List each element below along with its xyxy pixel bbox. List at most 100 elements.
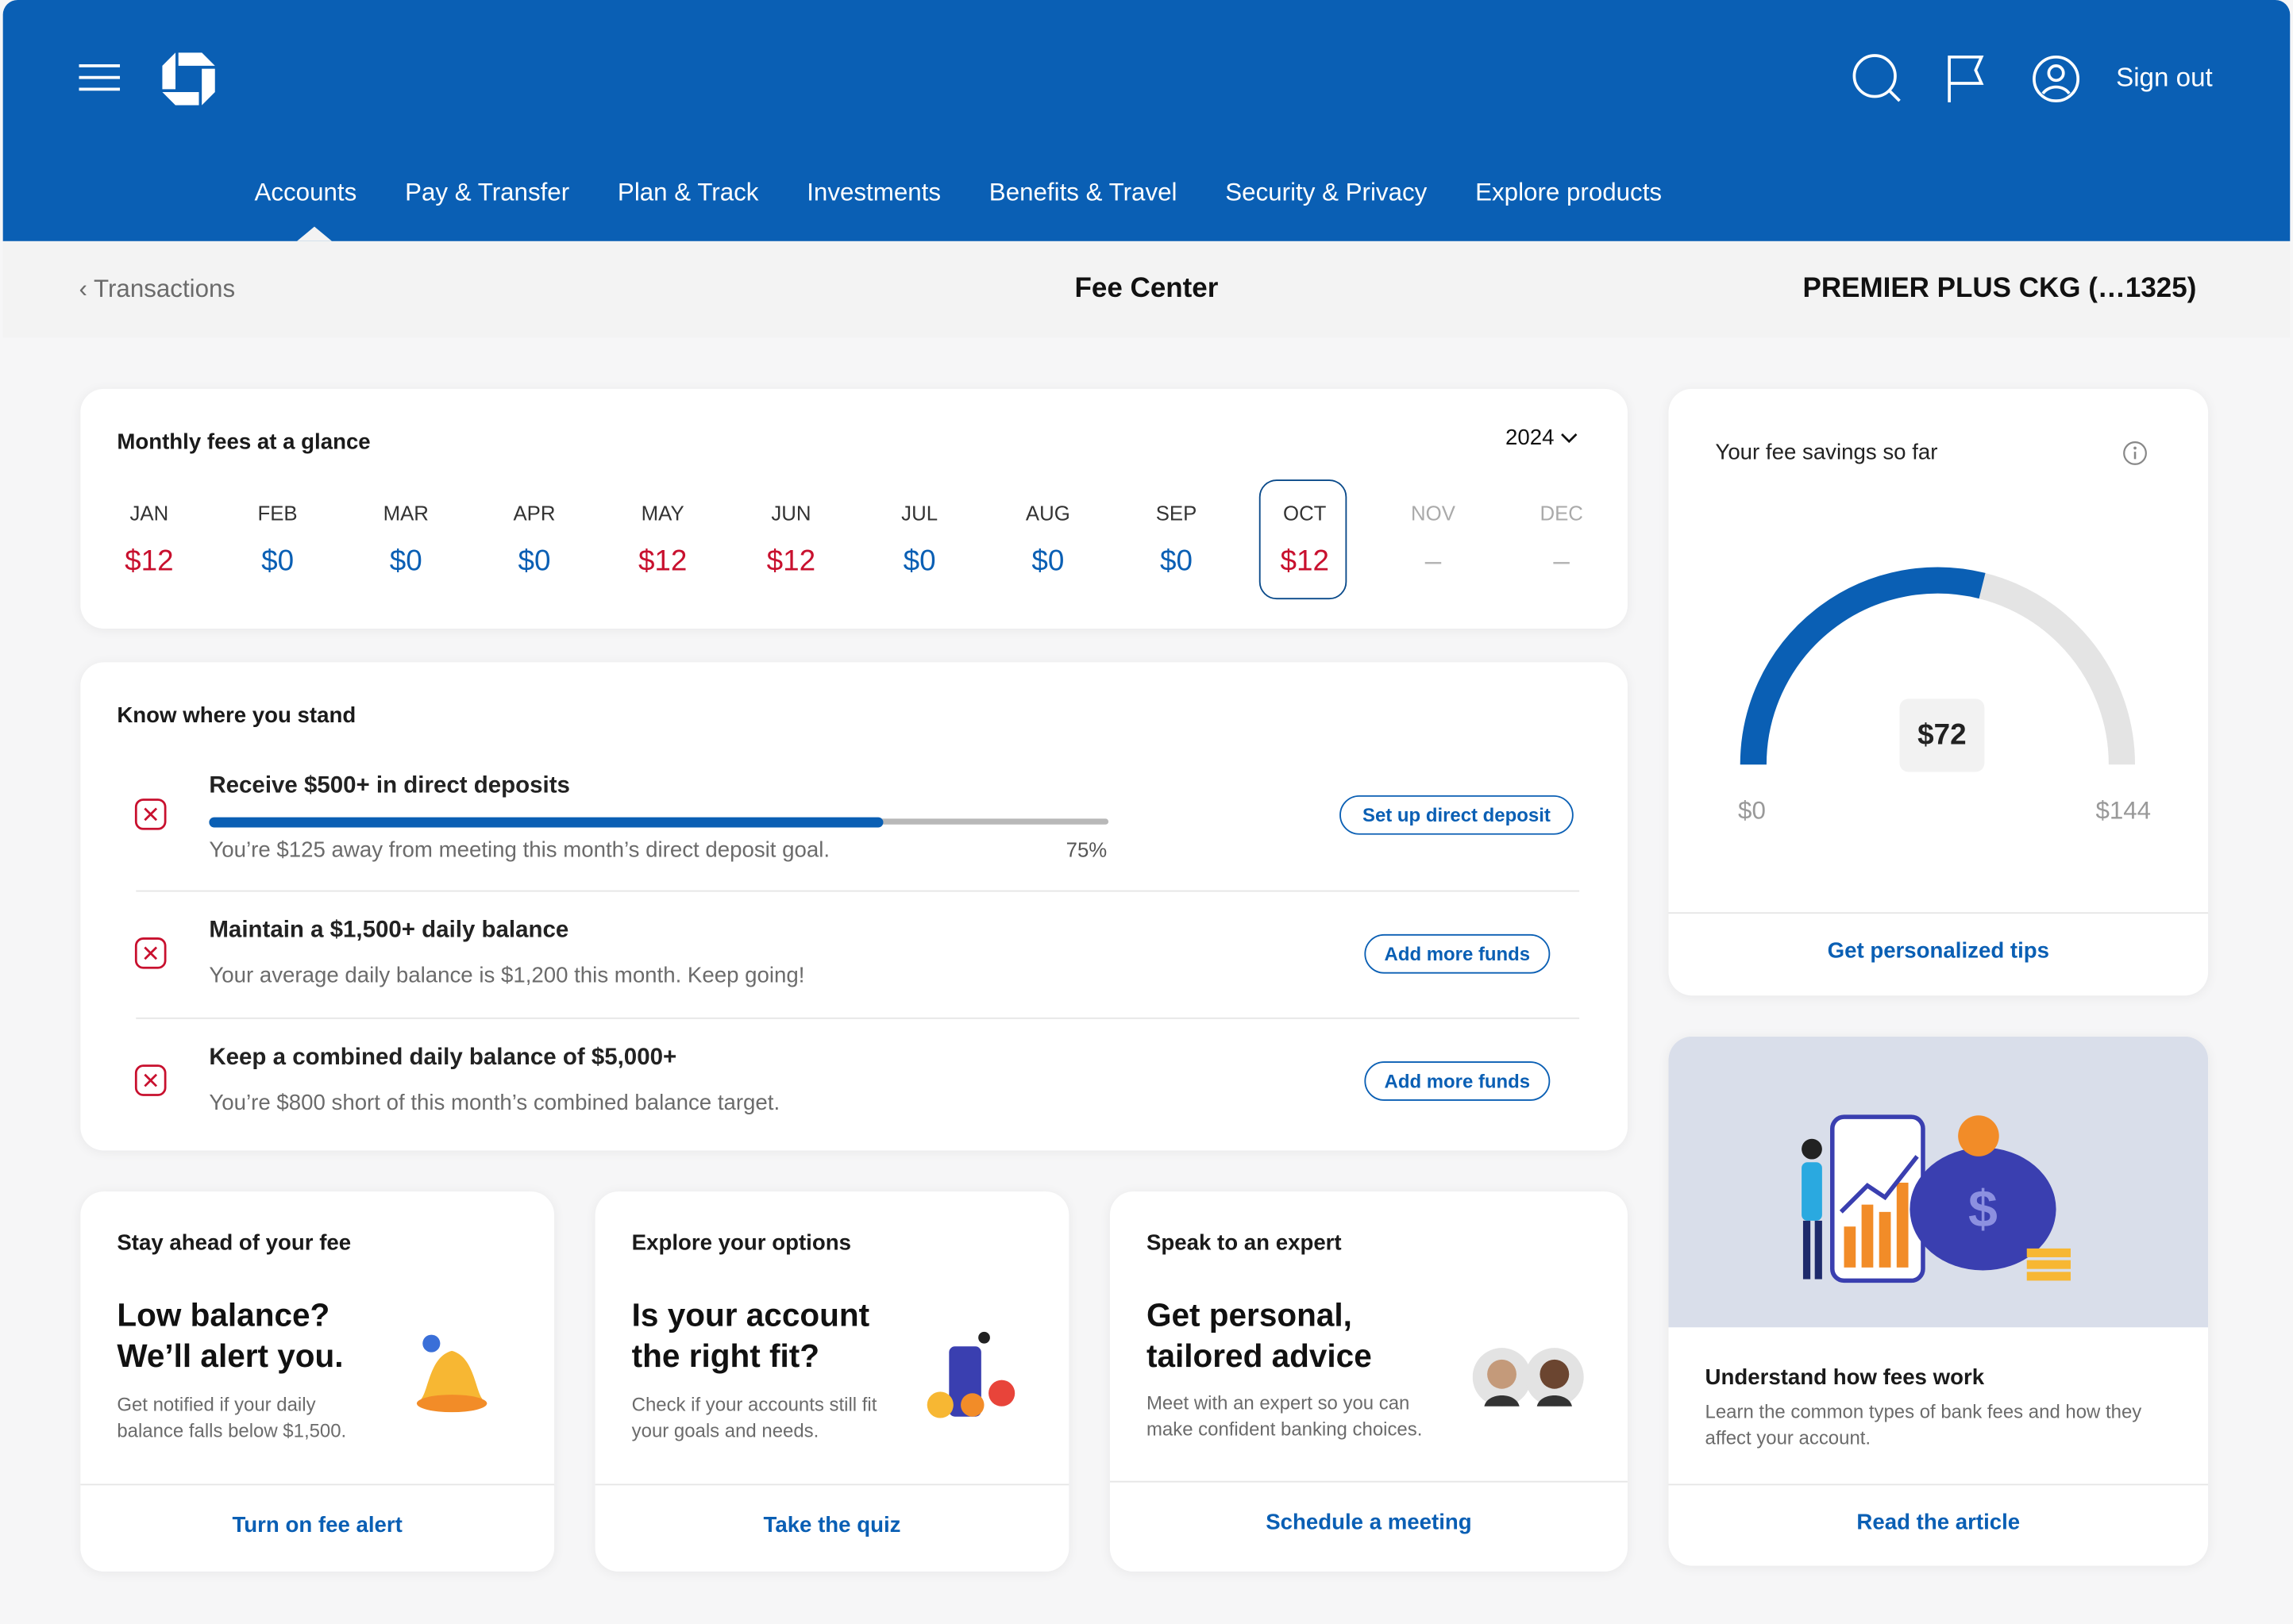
month-fee: $0 (389, 545, 422, 578)
month-label: FEB (257, 501, 298, 525)
card-link[interactable]: Turn on fee alert (232, 1513, 403, 1538)
profile-icon[interactable] (2029, 52, 2082, 105)
nav-item[interactable]: Benefits & Travel (988, 178, 1177, 206)
nav-item[interactable]: Plan & Track (617, 178, 759, 206)
nav-item[interactable]: Accounts (254, 178, 357, 206)
card-heading: Is your account the right fit? (631, 1296, 870, 1375)
savings-gauge (1740, 567, 2136, 772)
month-fee: $12 (766, 545, 816, 578)
menu-icon[interactable] (79, 61, 122, 94)
month-label: JUN (771, 501, 811, 525)
requirement-title: Receive $500+ in direct deposits (209, 773, 570, 799)
month-label: NOV (1411, 501, 1455, 525)
card-title: Your fee savings so far (1715, 440, 1938, 465)
month-label: AUG (1025, 501, 1070, 525)
month-fee: $12 (125, 545, 174, 578)
divider (595, 1484, 1069, 1486)
nav-item[interactable]: Explore products (1475, 178, 1663, 206)
card-text: Meet with an expert so you can make conf… (1146, 1391, 1423, 1441)
status-icon (134, 937, 167, 969)
card-link[interactable]: Take the quiz (763, 1513, 901, 1538)
back-text[interactable]: Transactions (94, 275, 236, 303)
value-box (1899, 698, 1985, 772)
month-fee: $0 (518, 545, 551, 578)
card-title: Speak to an expert (1146, 1230, 1342, 1256)
card-link[interactable]: Schedule a meeting (1266, 1510, 1472, 1535)
promo-card: Explore your options Is your account the … (595, 1191, 1069, 1572)
month-fee: $0 (261, 545, 295, 578)
divider (136, 1017, 1580, 1019)
card-illustration (1472, 1348, 1584, 1407)
card-title: Monthly fees at a glance (117, 429, 371, 455)
status-icon (134, 799, 167, 830)
month-fee: $0 (1160, 545, 1193, 578)
requirement-text: You’re $800 short of this month’s combin… (209, 1090, 780, 1116)
month-fee: – (1553, 545, 1570, 578)
month-label: MAR (383, 501, 429, 525)
subheader: ‹ Transactions Fee Center PREMIER PLUS C… (2, 241, 2291, 338)
article-title: Understand how fees work (1705, 1365, 1985, 1391)
nav-item[interactable]: Investments (807, 178, 942, 206)
requirement-title: Maintain a $1,500+ daily balance (209, 918, 569, 943)
header: Sign out Accounts Pay & Transfer Plan & Tr… (2, 0, 2291, 241)
savings-value: $72 (1917, 719, 1967, 752)
gauge-min: $0 (1738, 796, 1766, 825)
month-label: JAN (129, 501, 169, 525)
tips-link[interactable]: Get personalized tips (1827, 938, 2049, 964)
action-button[interactable]: Set up direct deposit (1339, 795, 1574, 835)
nav-item[interactable]: Pay & Transfer (405, 178, 570, 206)
divider (80, 1484, 555, 1486)
month-fee: – (1424, 545, 1442, 578)
month-label: APR (513, 501, 556, 525)
month-label: MAY (641, 501, 684, 525)
month-fee: $0 (903, 545, 936, 578)
card-text: Get notified if your daily balance falls… (117, 1393, 347, 1442)
back-link[interactable]: ‹ Transactions (79, 275, 236, 303)
article-illustration: $ (1668, 1036, 2209, 1328)
year-select[interactable]: 2024 (1505, 425, 1578, 450)
requirement-text: You’re $125 away from meeting this month… (209, 837, 830, 863)
article-card: $ Understand how fees work Learn the com… (1668, 1036, 2209, 1566)
card-illustration (416, 1334, 488, 1413)
gauge-max: $144 (2095, 796, 2152, 825)
page-title: Fee Center (1074, 273, 1219, 305)
account-name: PREMIER PLUS CKG (…1325) (1802, 273, 2197, 305)
month-label: SEP (1155, 501, 1197, 525)
search-icon[interactable] (1852, 52, 1904, 105)
month-fee: $0 (1031, 545, 1065, 578)
main-nav: Accounts Pay & Transfer Plan & Track Invest… (254, 179, 1662, 208)
progress-label: 75% (1066, 837, 1108, 861)
action-button[interactable]: Add more funds (1364, 1061, 1551, 1101)
article-link[interactable]: Read the article (1856, 1510, 2021, 1535)
action-button[interactable]: Add more funds (1364, 933, 1551, 974)
standing-card: Know where you stand Receive $500+ in di… (80, 662, 1628, 1151)
status-icon (134, 1064, 167, 1096)
month-label: JUL (901, 501, 938, 525)
month-label: OCT (1283, 501, 1327, 525)
month-label: DEC (1540, 501, 1583, 525)
card-text: Check if your accounts still fit your go… (631, 1393, 877, 1442)
card-illustration (927, 1331, 1015, 1418)
svg-text:$: $ (1968, 1180, 1998, 1238)
divider (1668, 1484, 2209, 1486)
gauge-fill (1740, 567, 1986, 765)
sign-out[interactable]: Sign out (2116, 63, 2213, 93)
requirement-text: Your average daily balance is $1,200 thi… (209, 963, 805, 989)
nav-item[interactable]: Security & Privacy (1225, 178, 1428, 206)
article-text: Learn the common types of bank fees and … (1705, 1400, 2142, 1449)
card-title: Stay ahead of your fee (117, 1230, 352, 1256)
chevron[interactable] (1560, 433, 1578, 444)
flag-icon[interactable] (1945, 52, 1989, 105)
savings-card: Your fee savings so far $72 $0 $144 Get … (1668, 388, 2209, 996)
monthly-fees-card: Monthly fees at a glance 2024 JAN $12 FEB $… (80, 388, 1628, 629)
requirement-title: Keep a combined daily balance of $5,000+ (209, 1045, 677, 1071)
promo-card: Speak to an expert Get personal, tailored… (1109, 1191, 1628, 1572)
selected-month[interactable] (1259, 479, 1347, 600)
year[interactable]: 2024 (1505, 425, 1555, 451)
card-title: Explore your options (631, 1230, 851, 1256)
progress-fill (209, 817, 884, 828)
month-fee: $12 (1280, 545, 1329, 578)
logo[interactable] (161, 52, 217, 106)
info-icon[interactable] (2122, 440, 2148, 466)
